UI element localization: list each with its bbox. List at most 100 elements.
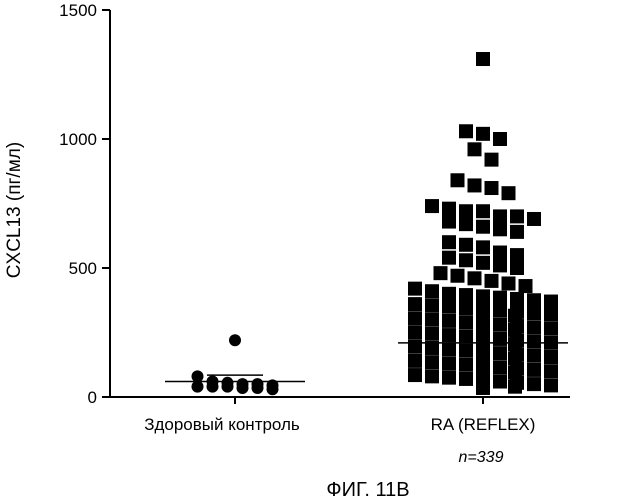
y-axis-label: CXCL13 (пг/мл)	[4, 142, 25, 278]
ra-data-point	[510, 225, 524, 239]
ra-data-point	[493, 360, 507, 374]
ra-data-point	[476, 256, 490, 270]
ra-data-point	[468, 271, 482, 285]
control-data-point	[192, 370, 204, 382]
ra-data-point	[476, 204, 490, 218]
ra-data-point	[476, 240, 490, 254]
control-data-point	[252, 382, 264, 394]
ra-data-point	[408, 297, 422, 311]
ra-data-point	[442, 371, 456, 385]
ra-data-point	[502, 276, 516, 290]
control-data-point	[192, 381, 204, 393]
control-data-point	[207, 381, 219, 393]
y-ticks: 0 500 1000 1500	[59, 1, 110, 407]
ra-data-point	[493, 258, 507, 272]
ra-data-point	[425, 313, 439, 327]
ra-data-point	[408, 326, 422, 340]
control-data-point	[237, 382, 249, 394]
ra-data-point	[442, 300, 456, 314]
ra-data-point	[544, 322, 558, 336]
ra-data-point	[510, 248, 524, 262]
figure-caption: ФИГ. 11B	[326, 479, 409, 500]
ra-data-point	[476, 127, 490, 141]
ra-data-point	[510, 292, 524, 306]
ra-data-point	[493, 222, 507, 236]
ra-data-point	[408, 311, 422, 325]
ra-data-point	[493, 246, 507, 260]
ra-data-point	[527, 377, 541, 391]
ra-data-point	[459, 301, 473, 315]
ra-data-point	[442, 287, 456, 301]
ra-data-point	[442, 215, 456, 229]
ra-data-point	[493, 291, 507, 305]
ra-data-point	[476, 381, 490, 395]
ra-data-point	[442, 251, 456, 265]
ra-data-point	[468, 178, 482, 192]
y-tick-label-1000: 1000	[59, 130, 97, 149]
ra-data-point	[493, 332, 507, 346]
data-points	[165, 52, 568, 395]
ra-data-point	[425, 355, 439, 369]
control-data-point	[229, 334, 241, 346]
ra-data-point	[476, 220, 490, 234]
ra-data-point	[544, 378, 558, 392]
ra-data-point	[544, 295, 558, 309]
ra-data-point	[442, 202, 456, 216]
ra-data-point	[442, 328, 456, 342]
y-tick-label-0: 0	[88, 388, 97, 407]
ra-data-point	[434, 266, 448, 280]
y-tick-label-1500: 1500	[59, 1, 97, 20]
ra-data-point	[527, 320, 541, 334]
ra-data-point	[459, 124, 473, 138]
ra-data-point	[408, 340, 422, 354]
ra-data-point	[425, 199, 439, 213]
ra-data-point	[459, 253, 473, 267]
ra-data-point	[485, 181, 499, 195]
ra-data-point	[459, 238, 473, 252]
ra-data-point	[510, 261, 524, 275]
ra-data-point	[493, 375, 507, 389]
control-data-point	[222, 381, 234, 393]
ra-data-point	[527, 335, 541, 349]
ra-data-point	[493, 209, 507, 223]
ra-data-point	[527, 363, 541, 377]
ra-data-point	[468, 142, 482, 156]
ra-data-point	[493, 318, 507, 332]
ra-data-point	[519, 279, 533, 293]
ra-data-point	[459, 344, 473, 358]
ra-data-point	[425, 298, 439, 312]
ra-data-point	[442, 342, 456, 356]
ra-data-point	[442, 235, 456, 249]
ra-data-point	[527, 349, 541, 363]
category-label-control: Здоровый контроль	[144, 415, 300, 434]
ra-data-point	[544, 307, 558, 321]
ra-data-point	[493, 132, 507, 146]
ra-data-point	[527, 293, 541, 307]
ra-data-point	[442, 356, 456, 370]
ra-data-point	[451, 269, 465, 283]
ra-data-point	[527, 306, 541, 320]
ra-data-point	[408, 368, 422, 382]
ra-data-point	[459, 288, 473, 302]
ra-data-point	[459, 315, 473, 329]
ra-data-point	[459, 217, 473, 231]
category-label-ra: RA (REFLEX)	[431, 415, 536, 434]
ra-data-point	[527, 212, 541, 226]
ra-data-point	[493, 346, 507, 360]
ra-data-point	[425, 369, 439, 383]
ra-data-point	[544, 364, 558, 378]
ra-data-point	[485, 274, 499, 288]
ra-data-point	[502, 186, 516, 200]
ra-data-point	[476, 52, 490, 66]
sample-size-annotation: n=339	[459, 449, 504, 466]
ra-data-point	[459, 358, 473, 372]
ra-data-point	[408, 282, 422, 296]
ra-data-point	[459, 329, 473, 343]
ra-data-point	[442, 314, 456, 328]
ra-data-point	[493, 304, 507, 318]
ra-data-point	[459, 372, 473, 386]
ra-data-point	[408, 354, 422, 368]
ra-data-point	[485, 153, 499, 167]
ra-data-point	[425, 327, 439, 341]
